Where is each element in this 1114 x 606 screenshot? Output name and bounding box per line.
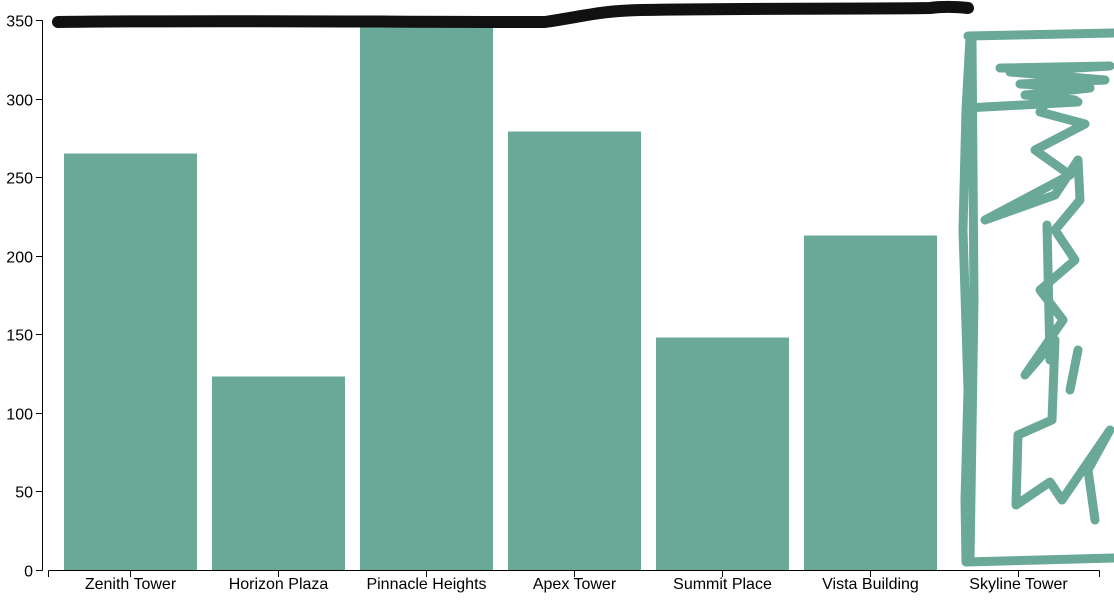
bar-summit-place <box>656 337 789 570</box>
bar-pinnacle-heights <box>360 20 493 570</box>
bar-vista-building <box>804 235 937 571</box>
bar-horizon-plaza <box>212 376 345 570</box>
bar-apex-tower <box>508 131 641 571</box>
scribble-zigzag <box>980 75 1114 525</box>
y-tick-label-50: 50 <box>15 485 33 502</box>
y-tick-label-250: 250 <box>6 171 33 188</box>
scribble-top-strokes <box>961 61 1114 113</box>
bar-zenith-tower <box>64 153 197 571</box>
y-tick-label-300: 300 <box>6 93 33 110</box>
x-tick-label-zenith-tower: Zenith Tower <box>85 576 177 593</box>
y-tick-label-0: 0 <box>24 564 33 581</box>
black-scribble-annotation <box>52 0 974 28</box>
x-tick-label-horizon-plaza: Horizon Plaza <box>229 576 329 593</box>
y-axis-ticks: 0 50 100 150 200 250 300 350 <box>6 14 43 581</box>
y-tick-label-200: 200 <box>6 250 33 267</box>
x-tick-label-summit-place: Summit Place <box>673 576 772 593</box>
y-tick-label-150: 150 <box>6 328 33 345</box>
x-axis-ticks: Zenith Tower Horizon Plaza Pinnacle Height… <box>85 570 1068 593</box>
x-tick-label-skyline-tower: Skyline Tower <box>969 576 1068 593</box>
y-tick-label-100: 100 <box>6 407 33 424</box>
green-scribble-annotation <box>958 28 1114 567</box>
x-tick-label-pinnacle-heights: Pinnacle Heights <box>366 576 486 593</box>
x-tick-label-vista-building: Vista Building <box>822 576 919 593</box>
y-tick-label-350: 350 <box>6 14 33 31</box>
bars-group <box>64 20 937 571</box>
x-tick-label-apex-tower: Apex Tower <box>533 576 617 593</box>
